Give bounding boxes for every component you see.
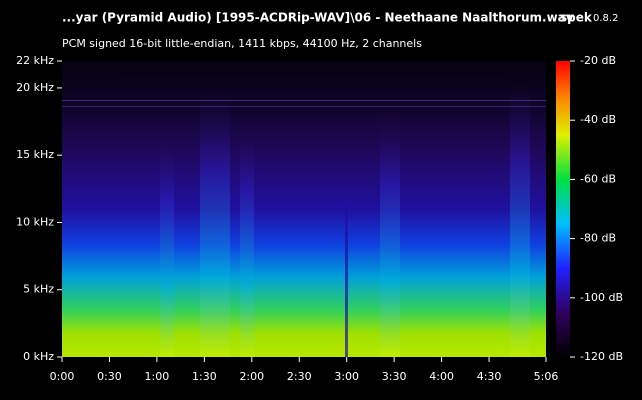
y-tick-label: 0 kHz [23,350,54,363]
spectrogram [62,61,546,357]
color-bar [556,61,570,357]
y-tick-label: 22 kHz [16,54,54,67]
x-tick-label: 1:00 [145,370,170,383]
axes: 0:00 0:30 1:00 1:30 2:00 2:30 3:00 3:30 4:00 4:30… [16,54,623,383]
x-tick-label: 2:00 [239,370,264,383]
x-tick-label: 1:30 [192,370,217,383]
colorbar-tick-label: -120 dB [580,350,623,363]
y-tick-label: 20 kHz [16,81,54,94]
colorbar-tick-label: -20 dB [580,54,616,67]
x-tick-label: 2:30 [287,370,312,383]
app-version: 0.8.2 [593,13,618,24]
x-tick-label: 4:00 [429,370,454,383]
file-title: ...yar (Pyramid Audio) [1995-ACDRip-WAV]… [62,11,574,25]
file-info: PCM signed 16-bit little-endian, 1411 kb… [62,37,422,50]
colorbar-tick-label: -80 dB [580,232,616,245]
x-tick-label: 3:00 [334,370,359,383]
y-tick-label: 5 kHz [23,283,54,296]
y-tick-label: 15 kHz [16,148,54,161]
x-tick-label: 0:30 [97,370,122,383]
colorbar-tick-label: -100 dB [580,291,623,304]
x-tick-label: 4:30 [477,370,502,383]
x-tick-label: 3:30 [382,370,407,383]
x-tick-label: 5:06 [534,370,559,383]
y-tick-label: 10 kHz [16,215,54,228]
app-name: spek [560,11,593,25]
colorbar-tick-label: -60 dB [580,172,616,185]
x-tick-label: 0:00 [50,370,75,383]
colorbar-tick-label: -40 dB [580,113,616,126]
